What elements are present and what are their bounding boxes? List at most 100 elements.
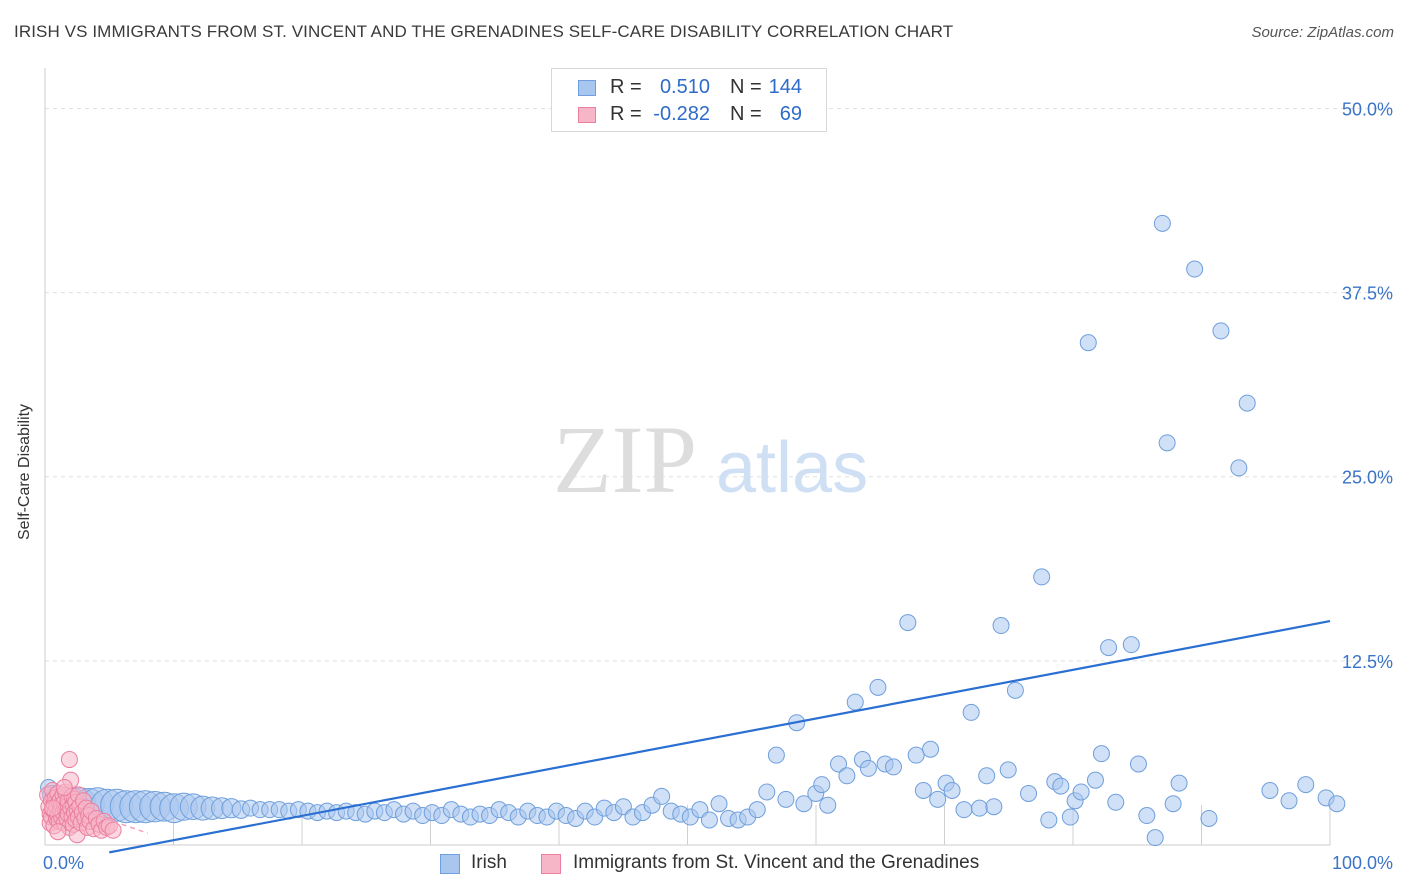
irish-trend-line bbox=[109, 620, 1331, 854]
irish-point bbox=[1086, 771, 1104, 789]
irish-point bbox=[1146, 829, 1164, 847]
irish-point bbox=[1261, 781, 1279, 799]
irish-point bbox=[907, 746, 925, 764]
irish-point bbox=[914, 781, 932, 799]
x-tick-label: 100.0% bbox=[1332, 853, 1393, 873]
irish-point bbox=[767, 746, 785, 764]
irish-point bbox=[838, 767, 856, 785]
legend-r-label: R = bbox=[610, 76, 642, 98]
irish-point bbox=[999, 761, 1017, 779]
y-tick-label: 50.0% bbox=[1342, 99, 1393, 119]
irish-points bbox=[40, 214, 1346, 847]
correlation-legend: R = 0.510 N = 144 R = -0.282 N = 69 bbox=[551, 68, 827, 132]
series-legend: Irish Immigrants from St. Vincent and th… bbox=[0, 852, 1406, 878]
irish-point bbox=[1122, 636, 1140, 654]
irish-point bbox=[992, 617, 1010, 635]
svg-point bbox=[104, 821, 122, 839]
irish-point bbox=[758, 783, 776, 801]
legend-n-value: 144 bbox=[768, 76, 802, 98]
irish-point bbox=[1138, 807, 1156, 825]
axes bbox=[44, 68, 1330, 846]
legend-row-svg: R = -0.282 N = 69 bbox=[552, 102, 826, 128]
irish-point bbox=[1040, 811, 1058, 829]
irish-point bbox=[795, 795, 813, 813]
y-tick-label: 37.5% bbox=[1342, 284, 1393, 304]
svg-points bbox=[39, 751, 122, 844]
irish-point bbox=[1170, 774, 1188, 792]
irish-point bbox=[1107, 793, 1125, 811]
svg-point bbox=[55, 779, 73, 797]
legend-label-irish: Irish bbox=[471, 852, 507, 873]
irish-point bbox=[1164, 795, 1182, 813]
irish-point bbox=[1328, 795, 1346, 813]
legend-r-label: R = bbox=[610, 103, 642, 125]
legend-swatch-svg bbox=[578, 107, 596, 123]
irish-point bbox=[830, 755, 848, 773]
irish-point bbox=[1297, 776, 1315, 794]
watermark-zip: ZIP bbox=[553, 406, 697, 513]
irish-point bbox=[884, 758, 902, 776]
irish-point bbox=[819, 796, 837, 814]
chart-title: IRISH VS IMMIGRANTS FROM ST. VINCENT AND… bbox=[14, 22, 954, 41]
irish-point bbox=[859, 759, 877, 777]
irish-point bbox=[943, 781, 961, 799]
irish-point bbox=[777, 790, 795, 808]
irish-point bbox=[1020, 784, 1038, 802]
irish-point bbox=[1079, 334, 1097, 352]
irish-point bbox=[1129, 755, 1147, 773]
chart-source: Source: ZipAtlas.com bbox=[1251, 24, 1394, 41]
legend-label-svg: Immigrants from St. Vincent and the Gren… bbox=[573, 852, 980, 873]
svg-point bbox=[60, 751, 78, 769]
svg-point bbox=[49, 823, 67, 841]
irish-point bbox=[1072, 783, 1090, 801]
irish-point bbox=[700, 811, 718, 829]
irish-point bbox=[1006, 681, 1024, 699]
trend-lines bbox=[44, 620, 1331, 854]
irish-point bbox=[955, 801, 973, 819]
irish-point bbox=[1100, 639, 1118, 657]
irish-point bbox=[813, 776, 831, 794]
irish-point bbox=[846, 693, 864, 711]
irish-point bbox=[1200, 809, 1218, 827]
irish-point bbox=[922, 740, 940, 758]
svg-point bbox=[44, 799, 62, 817]
irish-point bbox=[710, 795, 728, 813]
legend-r-value: 0.510 bbox=[659, 76, 710, 98]
svg-trend-line bbox=[44, 797, 149, 834]
irish-point bbox=[978, 767, 996, 785]
irish-point bbox=[1052, 777, 1070, 795]
irish-point bbox=[971, 799, 989, 817]
irish-point bbox=[1092, 745, 1110, 763]
legend-n-label: N = bbox=[730, 103, 762, 125]
y-tick-label: 25.0% bbox=[1342, 468, 1393, 488]
watermark-atlas: atlas bbox=[716, 428, 868, 508]
irish-point bbox=[1212, 322, 1230, 340]
irish-point bbox=[1230, 459, 1248, 477]
irish-point bbox=[899, 614, 917, 632]
irish-point bbox=[929, 790, 947, 808]
y-tick-label: 12.5% bbox=[1342, 652, 1393, 672]
irish-point bbox=[1238, 394, 1256, 412]
irish-point bbox=[1280, 792, 1298, 810]
legend-swatch-irish bbox=[578, 80, 596, 96]
legend-n-label: N = bbox=[730, 76, 762, 98]
irish-point bbox=[1033, 568, 1051, 586]
irish-point bbox=[1158, 434, 1176, 452]
irish-point bbox=[869, 678, 887, 696]
irish-point bbox=[1186, 260, 1204, 278]
irish-point bbox=[985, 798, 1003, 816]
legend-swatch-irish bbox=[440, 854, 460, 874]
tick-labels: 12.5% 25.0% 37.5% 50.0% 0.0% 100.0% bbox=[43, 99, 1393, 873]
x-tick-label: 0.0% bbox=[43, 853, 84, 873]
legend-swatch-svg bbox=[541, 854, 561, 874]
legend-r-value: -0.282 bbox=[653, 103, 710, 125]
irish-point bbox=[1153, 214, 1171, 232]
legend-n-value: 69 bbox=[779, 103, 802, 125]
y-axis-label: Self-Care Disability bbox=[16, 403, 33, 540]
irish-point bbox=[653, 787, 671, 805]
irish-point bbox=[962, 703, 980, 721]
irish-point bbox=[748, 801, 766, 819]
legend-row-irish: R = 0.510 N = 144 bbox=[552, 75, 826, 101]
irish-point bbox=[1061, 808, 1079, 826]
